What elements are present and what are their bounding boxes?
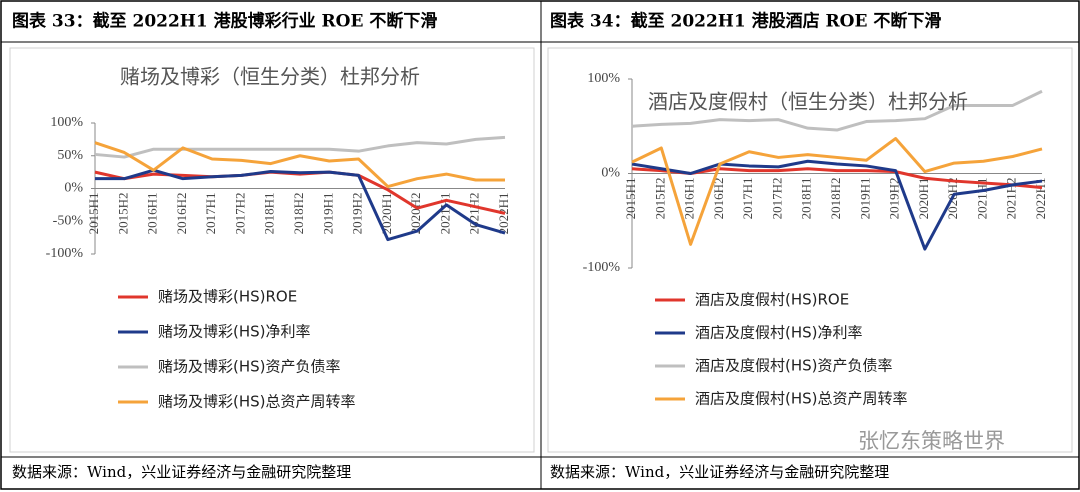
x-tick-label: 2018H1 [799,178,814,220]
y-tick-label: -100% [46,246,84,261]
header: 图表 33：截至 2022H1 港股博彩行业 ROE 不断下滑 [12,11,437,32]
x-tick-label: 2019H1 [320,193,335,235]
x-tick-label: 2019H2 [887,178,902,220]
x-tick-label: 2017H1 [740,178,755,220]
chart-frame [547,47,1073,453]
x-tick-label: 2020H1 [916,178,931,220]
watermark: 张忆东策略世界 [858,429,1005,453]
y-tick-label: -100% [583,260,621,275]
x-tick-label: 2015H2 [652,178,667,220]
y-tick-label: 100% [50,115,83,130]
x-tick-label: 2018H2 [828,178,843,220]
x-tick-label: 2016H2 [711,178,726,220]
source: 数据来源：Wind，兴业证券经济与金融研究院整理 [550,463,889,481]
x-tick-label: 2022H1 [1033,178,1048,220]
x-tick-label: 2016H1 [145,193,160,235]
x-tick-label: 2017H2 [769,178,784,220]
y-tick-label: 100% [587,71,620,86]
x-tick-label: 2016H2 [174,193,189,235]
x-tick-label: 2021H1 [437,193,452,235]
legend-label: 酒店及度假村(HS)ROE [695,291,849,309]
chart-title: 赌场及博彩（恒生分类）杜邦分析 [120,65,420,89]
x-tick-label: 2020H2 [408,193,423,235]
legend-label: 酒店及度假村(HS)总资产周转率 [695,390,908,408]
chart-frame [9,47,535,453]
x-tick-label: 2016H1 [682,178,697,220]
series-line [95,168,506,242]
series-line [94,141,505,189]
x-tick-label: 2019H1 [857,178,872,220]
x-tick-label: 2018H2 [291,193,306,235]
header: 图表 34：截至 2022H1 港股酒店 ROE 不断下滑 [550,11,941,32]
y-tick-label: 0% [64,181,83,196]
series-line [94,135,506,159]
chart-title: 酒店及度假村（恒生分类）杜邦分析 [648,90,968,114]
x-tick-label: 2021H1 [974,178,989,220]
series-line [631,137,1043,246]
x-tick-label: 2017H2 [232,193,247,235]
legend-label: 赌场及博彩(HS)资产负债率 [158,358,341,376]
x-tick-label: 2021H2 [1004,178,1019,220]
x-tick-label: 2020H1 [379,193,394,235]
x-tick-label: 2021H2 [467,193,482,235]
legend-label: 赌场及博彩(HS)总资产周转率 [158,393,356,411]
legend-label: 赌场及博彩(HS)净利率 [158,323,311,341]
x-tick-label: 2015H1 [86,193,101,235]
y-tick-label: 0% [601,166,620,181]
source: 数据来源：Wind，兴业证券经济与金融研究院整理 [12,463,351,481]
x-tick-label: 2017H1 [203,193,218,235]
y-tick-label: 50% [57,148,83,163]
legend-label: 酒店及度假村(HS)净利率 [695,324,863,342]
x-tick-label: 2019H2 [350,193,365,235]
legend-label: 赌场及博彩(HS)ROE [158,288,297,306]
x-tick-label: 2018H1 [262,193,277,235]
x-tick-label: 2015H1 [623,178,638,220]
x-tick-label: 2015H2 [115,193,130,235]
legend-label: 酒店及度假村(HS)资产负债率 [695,357,893,375]
series-line [631,159,1043,251]
y-tick-label: -50% [53,213,84,228]
series-line [631,89,1043,132]
